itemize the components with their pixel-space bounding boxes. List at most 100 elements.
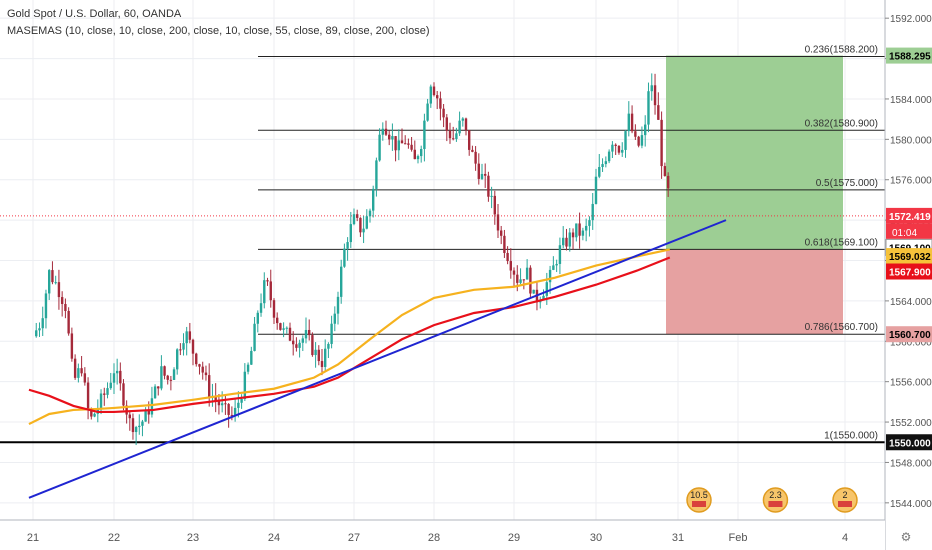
candle-down[interactable] [204, 372, 208, 376]
candle-up[interactable] [301, 338, 304, 343]
candle-down[interactable] [276, 317, 279, 324]
candle-down[interactable] [445, 117, 448, 131]
candle-down[interactable] [436, 95, 439, 99]
ema-orange-line[interactable] [28, 248, 671, 426]
candle-down[interactable] [214, 395, 217, 401]
candle-up[interactable] [455, 133, 458, 139]
candle-down[interactable] [464, 118, 468, 131]
ema-red-line[interactable] [28, 256, 671, 414]
candle-down[interactable] [666, 175, 670, 189]
candle-down[interactable] [384, 128, 388, 135]
time-axis[interactable] [0, 520, 885, 550]
candle-up[interactable] [624, 131, 627, 150]
candle-up[interactable] [263, 280, 266, 304]
candle-up[interactable] [621, 149, 624, 153]
candle-up[interactable] [304, 329, 308, 339]
candle-up[interactable] [298, 342, 301, 348]
candle-up[interactable] [588, 220, 591, 226]
candle-up[interactable] [423, 120, 426, 150]
candle-up[interactable] [41, 318, 44, 329]
candle-up[interactable] [54, 282, 57, 284]
candle-down[interactable] [442, 108, 445, 118]
candle-down[interactable] [410, 144, 413, 150]
candle-down[interactable] [57, 282, 61, 298]
candle-down[interactable] [630, 113, 634, 132]
candle-down[interactable] [506, 252, 509, 262]
candle-down[interactable] [224, 403, 227, 405]
candle-up[interactable] [314, 349, 317, 356]
candle-up[interactable] [144, 410, 147, 422]
candle-down[interactable] [439, 98, 442, 109]
candle-down[interactable] [90, 409, 93, 417]
candle-up[interactable] [115, 370, 119, 374]
candle-down[interactable] [288, 327, 292, 341]
candle-down[interactable] [474, 151, 477, 164]
candle-up[interactable] [650, 85, 653, 92]
candle-down[interactable] [487, 175, 490, 197]
candle-down[interactable] [64, 303, 67, 311]
candle-down[interactable] [119, 370, 122, 384]
stop-loss-zone[interactable] [666, 249, 843, 335]
candle-up[interactable] [601, 164, 604, 168]
candle-up[interactable] [48, 270, 51, 294]
candle-up[interactable] [568, 232, 571, 247]
candle-up[interactable] [259, 303, 263, 313]
candle-down[interactable] [529, 267, 532, 294]
candle-down[interactable] [292, 340, 295, 345]
candle-up[interactable] [581, 230, 585, 236]
candle-down[interactable] [169, 379, 173, 381]
candle-down[interactable] [269, 281, 272, 301]
candle-down[interactable] [128, 414, 131, 419]
candle-down[interactable] [500, 230, 503, 236]
candle-down[interactable] [565, 237, 568, 247]
candle-up[interactable] [545, 282, 548, 296]
candle-down[interactable] [266, 280, 269, 282]
candle-down[interactable] [70, 333, 74, 359]
candle-up[interactable] [150, 398, 154, 415]
candle-up[interactable] [584, 225, 588, 231]
candle-down[interactable] [394, 136, 397, 151]
candle-up[interactable] [237, 402, 240, 408]
candle-down[interactable] [578, 223, 581, 236]
candle-up[interactable] [461, 118, 464, 121]
candle-down[interactable] [51, 270, 54, 283]
candle-down[interactable] [195, 353, 198, 365]
candle-up[interactable] [93, 413, 96, 417]
candle-down[interactable] [522, 279, 526, 281]
candle-down[interactable] [80, 368, 83, 374]
candle-down[interactable] [448, 130, 452, 139]
candle-up[interactable] [336, 296, 340, 314]
candle-down[interactable] [217, 400, 221, 406]
candle-up[interactable] [594, 176, 598, 204]
candle-down[interactable] [359, 217, 362, 233]
candle-up[interactable] [627, 113, 630, 132]
candle-up[interactable] [327, 343, 330, 349]
candle-up[interactable] [552, 265, 555, 270]
candle-up[interactable] [282, 328, 285, 330]
candle-down[interactable] [496, 214, 500, 231]
candle-up[interactable] [346, 242, 349, 249]
candle-up[interactable] [381, 128, 384, 135]
candle-down[interactable] [637, 136, 640, 146]
candle-up[interactable] [112, 373, 116, 383]
candle-up[interactable] [38, 328, 41, 331]
candle-up[interactable] [233, 407, 237, 416]
candle-down[interactable] [198, 364, 201, 367]
candle-down[interactable] [468, 130, 471, 150]
candle-up[interactable] [141, 421, 144, 426]
candle-up[interactable] [243, 371, 247, 400]
candle-down[interactable] [201, 366, 204, 373]
candle-down[interactable] [131, 418, 135, 433]
candle-up[interactable] [240, 399, 243, 403]
candle-up[interactable] [349, 224, 352, 243]
candle-up[interactable] [458, 120, 461, 134]
candle-up[interactable] [480, 173, 484, 179]
candle-down[interactable] [634, 131, 637, 137]
candle-down[interactable] [452, 138, 455, 140]
candle-down[interactable] [388, 134, 391, 140]
candle-down[interactable] [67, 310, 70, 334]
candle-up[interactable] [542, 295, 545, 300]
candle-up[interactable] [138, 425, 141, 428]
